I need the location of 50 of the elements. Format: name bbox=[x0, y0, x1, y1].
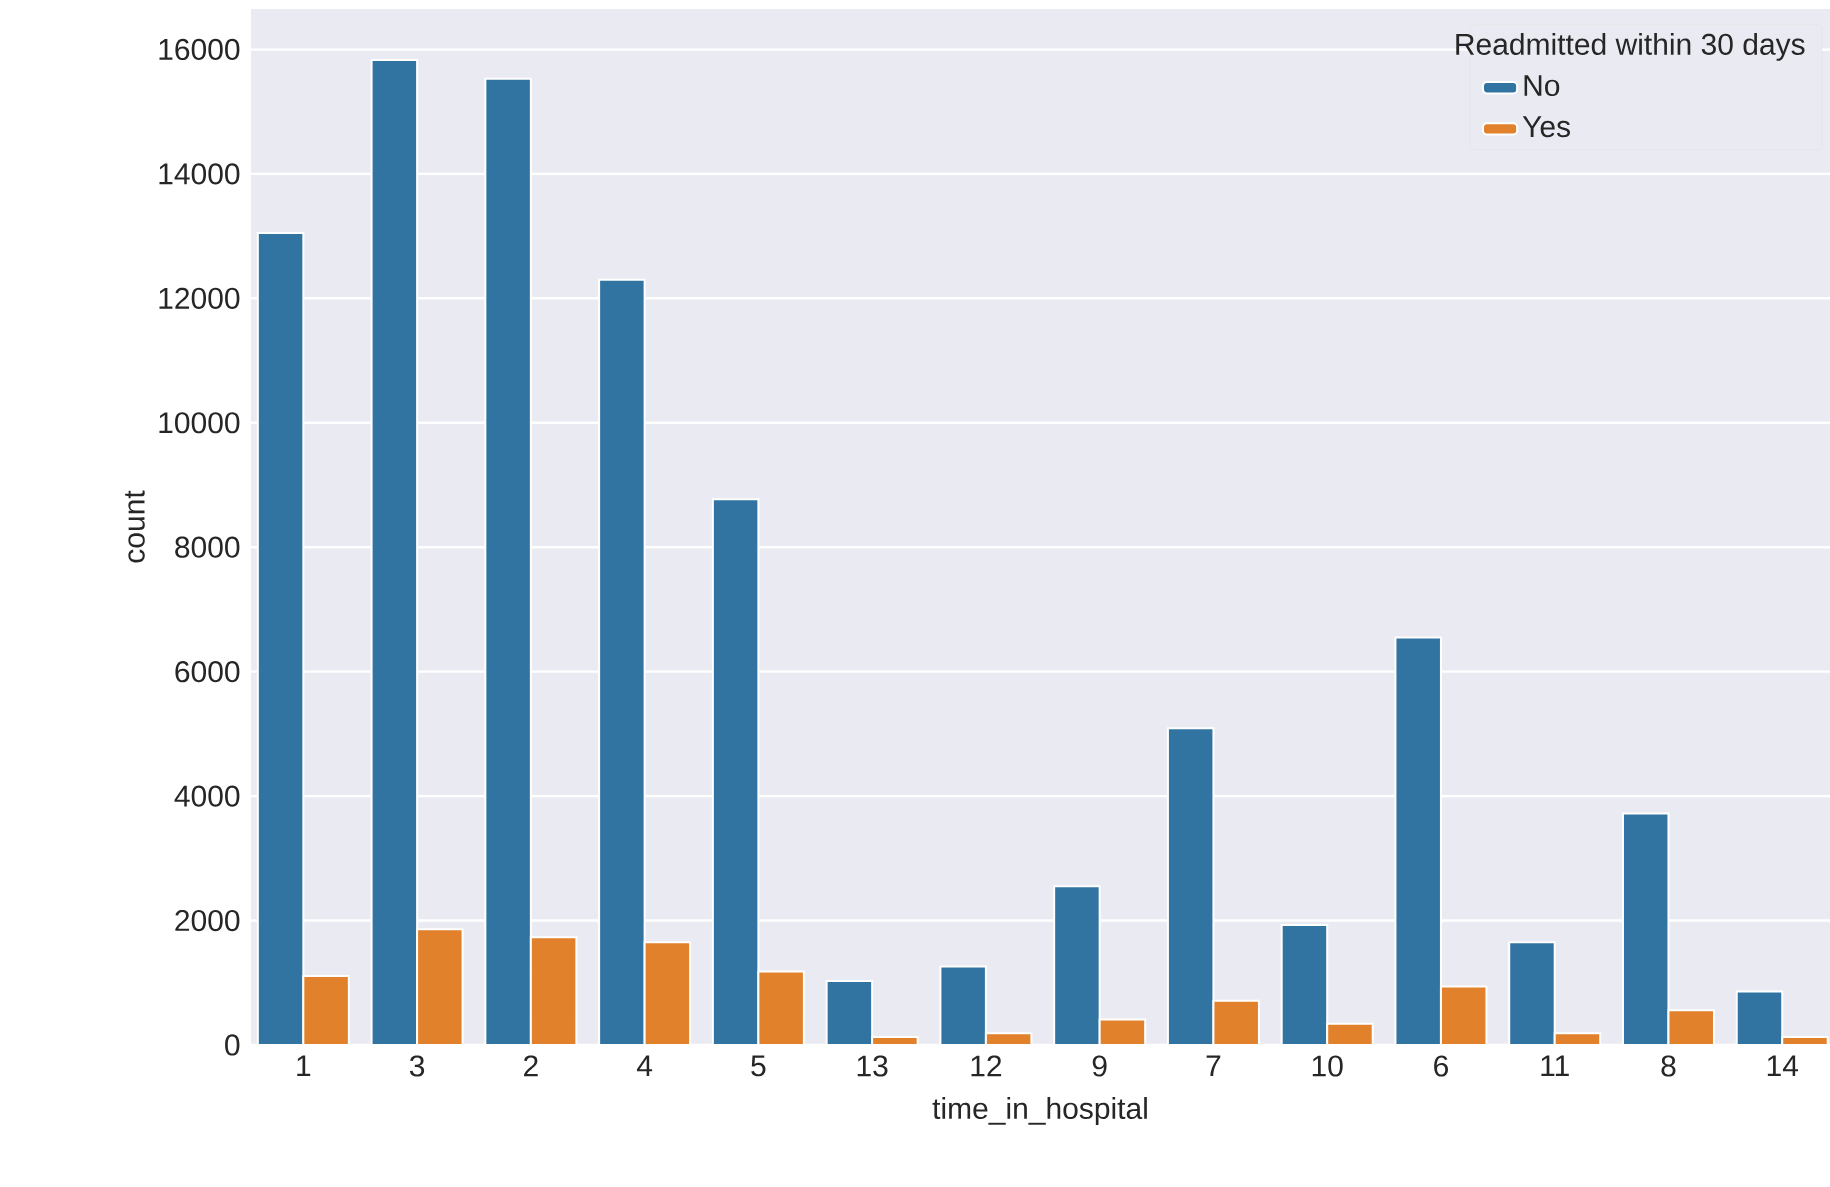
x-tick-label: 11 bbox=[1541, 1055, 1569, 1077]
x-tick-label: 6 bbox=[1434, 1055, 1448, 1077]
x-tick-label: 14 bbox=[1767, 1055, 1799, 1077]
bar bbox=[758, 971, 804, 1045]
x-tick-label: 1 bbox=[297, 1055, 311, 1077]
bar bbox=[712, 499, 759, 1045]
x-tick-label: 8 bbox=[1661, 1055, 1676, 1077]
x-tick-label: 10 bbox=[1312, 1055, 1343, 1077]
bar bbox=[371, 60, 418, 1045]
bar bbox=[1735, 990, 1784, 1045]
x-tick-label: 7 bbox=[1206, 1055, 1221, 1077]
x-tick-label: 2 bbox=[524, 1055, 538, 1077]
y-tick-label: 4000 bbox=[174, 785, 240, 807]
y-axis-title: count bbox=[125, 490, 145, 563]
bar bbox=[1395, 637, 1441, 1045]
x-tick-label: 4 bbox=[636, 1055, 653, 1077]
legend-label: Yes bbox=[1522, 116, 1570, 138]
y-tick-label: 12000 bbox=[159, 287, 240, 309]
y-tick-label: 10000 bbox=[159, 412, 240, 434]
x-tick-label: 9 bbox=[1092, 1055, 1107, 1077]
bar bbox=[1622, 813, 1669, 1045]
legend-title: Readmitted within 30 days bbox=[1456, 32, 1805, 61]
bar bbox=[1213, 1000, 1259, 1045]
x-tick-label: 12 bbox=[971, 1055, 1002, 1077]
bar bbox=[1668, 1010, 1714, 1045]
legend-label: No bbox=[1524, 75, 1560, 97]
bar bbox=[599, 279, 645, 1045]
bar bbox=[1509, 942, 1555, 1045]
y-tick-label: 16000 bbox=[159, 38, 240, 61]
x-tick-label: 13 bbox=[857, 1055, 888, 1077]
y-tick-label: 2000 bbox=[175, 909, 240, 932]
bar bbox=[1054, 886, 1100, 1045]
bar bbox=[485, 78, 531, 1045]
y-tick-label: 0 bbox=[225, 1034, 240, 1056]
bar bbox=[1167, 728, 1214, 1045]
bar bbox=[644, 942, 691, 1045]
bar bbox=[417, 929, 463, 1045]
x-axis-title: time_in_hospital bbox=[932, 1097, 1147, 1125]
y-tick-label: 14000 bbox=[159, 163, 240, 185]
bar bbox=[257, 232, 304, 1045]
bar bbox=[303, 975, 349, 1045]
y-tick-label: 6000 bbox=[175, 661, 240, 683]
x-tick-label: 5 bbox=[751, 1055, 766, 1077]
y-tick-label: 8000 bbox=[175, 536, 240, 558]
x-tick-label: 3 bbox=[409, 1055, 425, 1077]
bar bbox=[530, 937, 577, 1045]
bar bbox=[1281, 924, 1328, 1045]
bar bbox=[1440, 986, 1487, 1045]
bar bbox=[826, 980, 873, 1045]
bar bbox=[940, 966, 986, 1045]
